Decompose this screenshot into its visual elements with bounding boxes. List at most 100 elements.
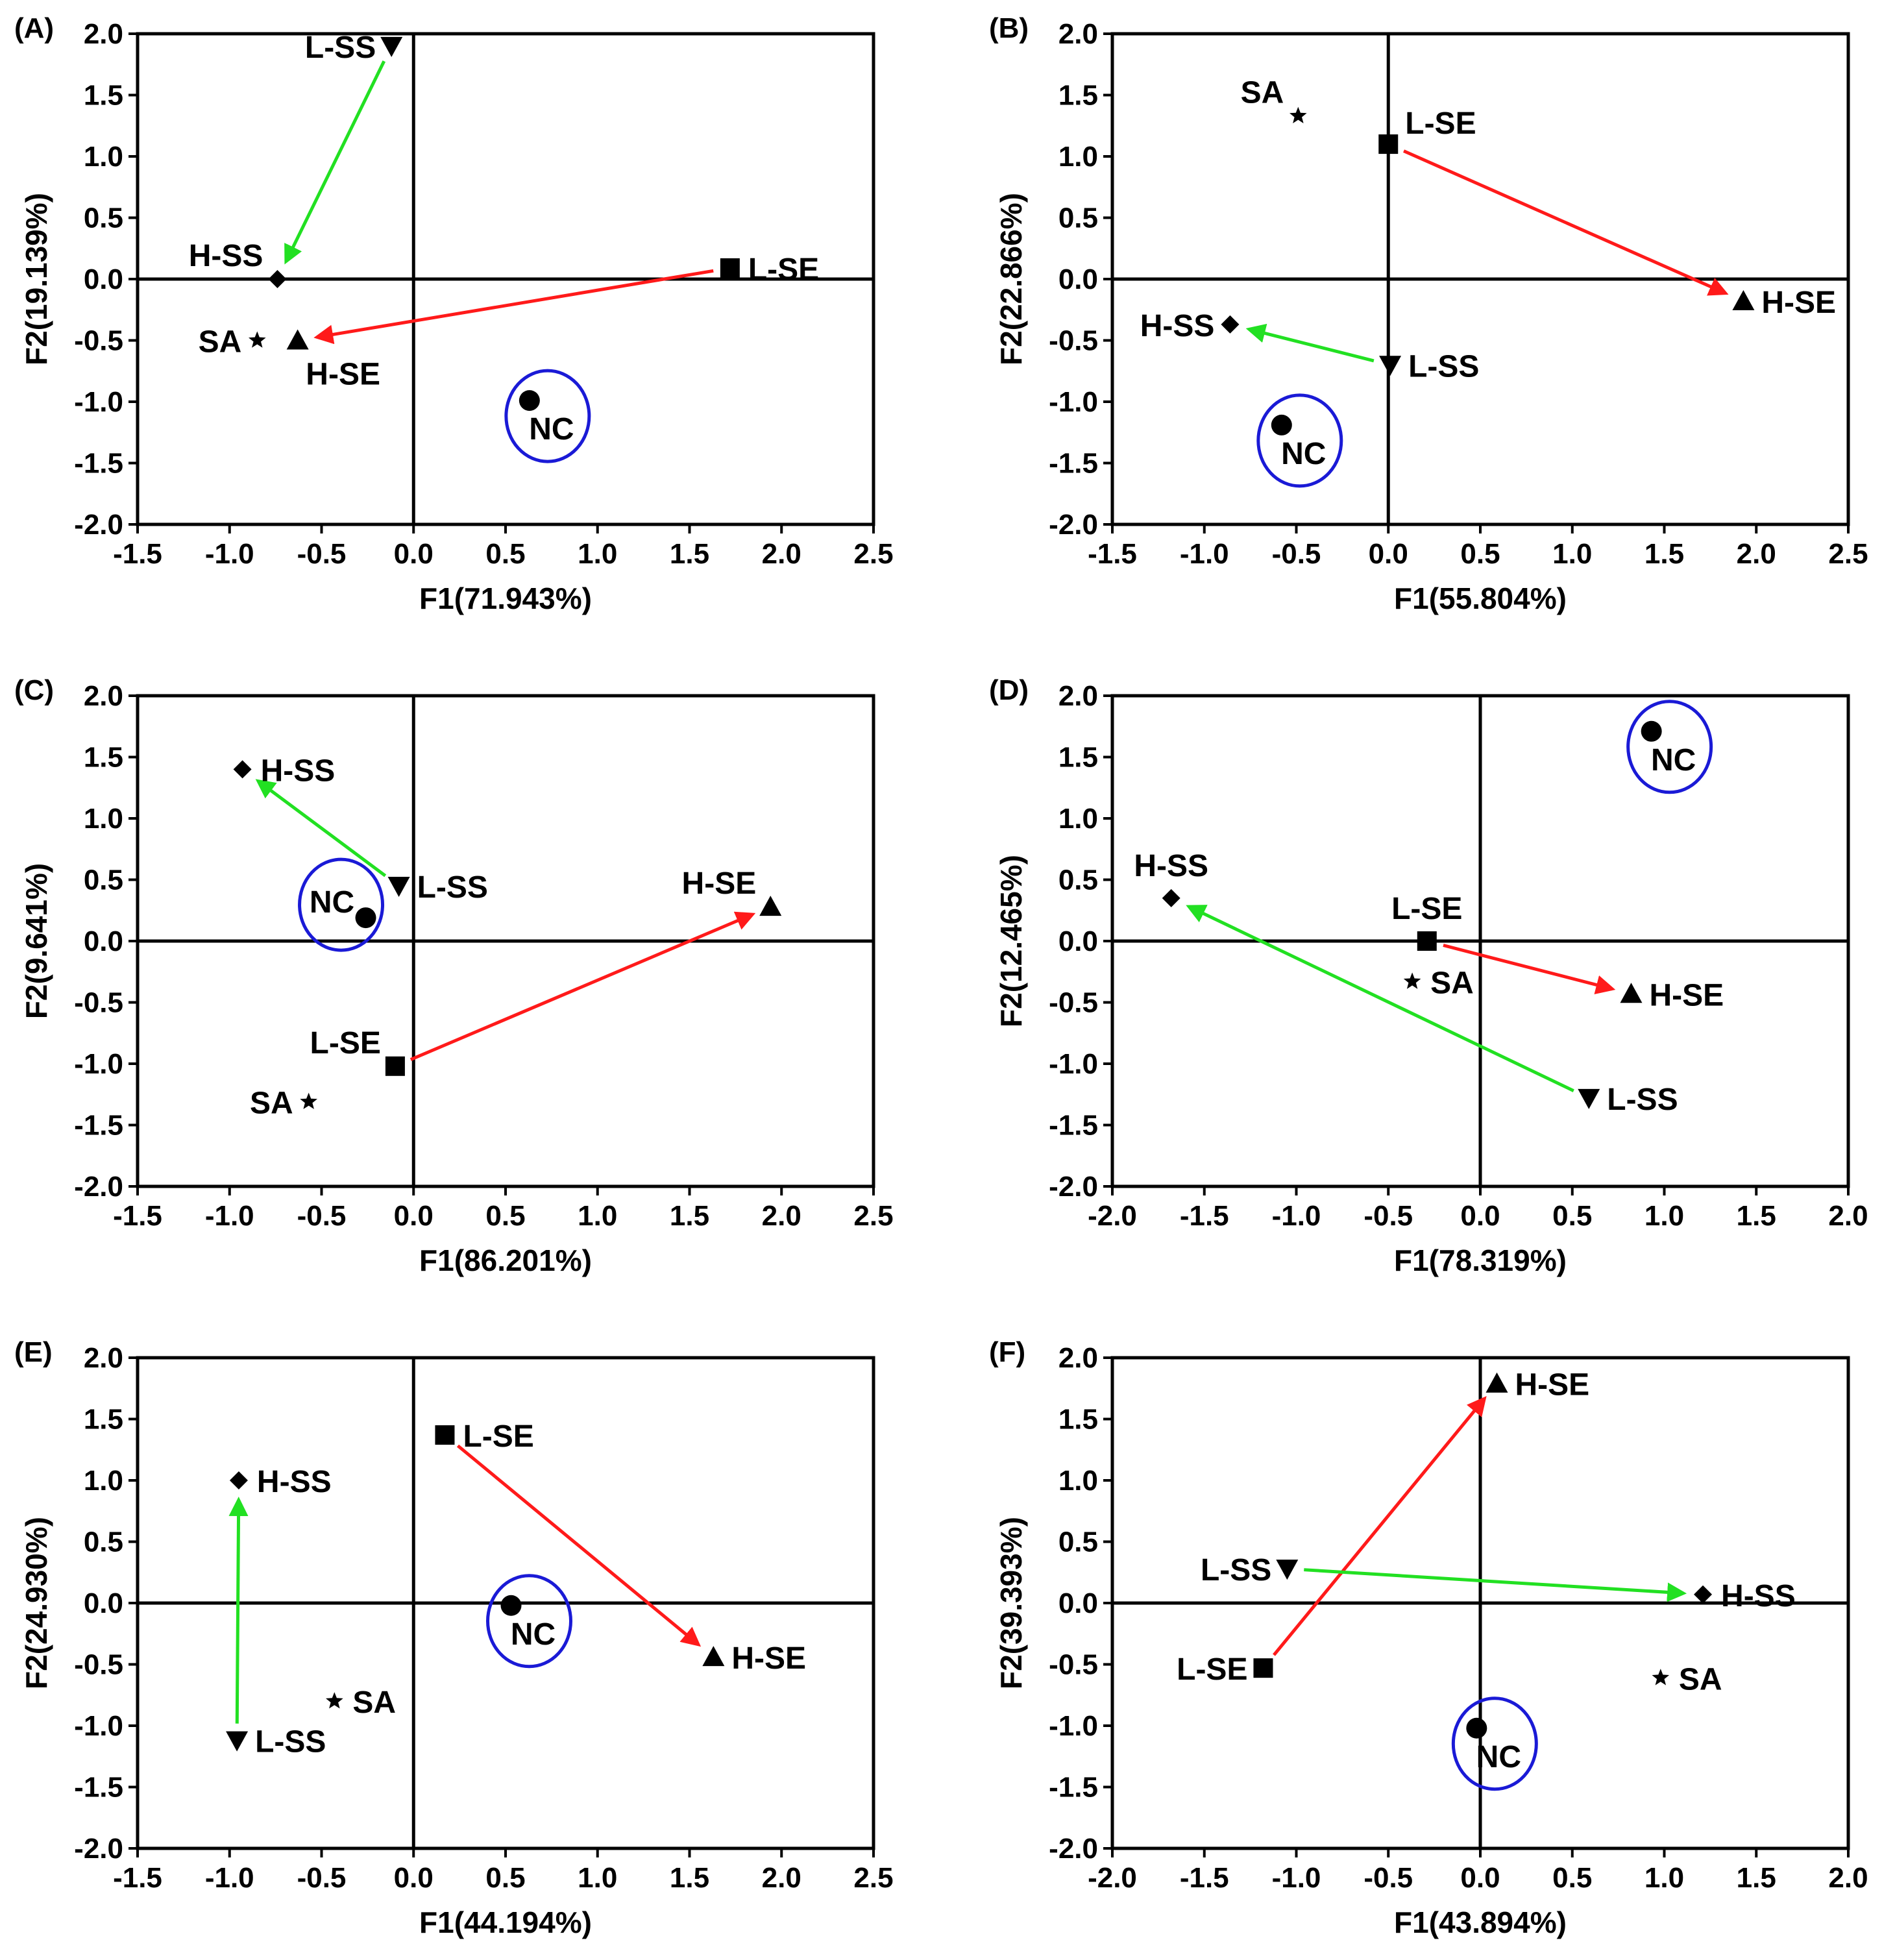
y-tick-label: -1.0 xyxy=(1049,386,1098,418)
point-h-se xyxy=(286,329,309,350)
point-h-ss xyxy=(1221,315,1240,334)
x-tick-label: -1.0 xyxy=(1272,1862,1321,1894)
y-axis-title: F2(22.866%) xyxy=(994,193,1028,365)
x-tick-label: -2.0 xyxy=(1088,1200,1137,1232)
arrow-l-ss-to-h-ss xyxy=(255,779,387,877)
point-h-se xyxy=(1620,983,1643,1003)
x-tick-label: 2.0 xyxy=(1737,538,1776,570)
x-tick-label: 0.0 xyxy=(1460,1862,1500,1894)
y-tick-label: 0.5 xyxy=(1058,864,1098,896)
point-h-se xyxy=(1732,290,1755,311)
point-label-nc: NC xyxy=(1476,1740,1521,1774)
point-l-se xyxy=(435,1425,455,1445)
y-tick-label: 1.5 xyxy=(84,742,123,774)
x-tick-label: 1.0 xyxy=(1644,1200,1684,1232)
y-axis-title: F2(39.393%) xyxy=(994,1517,1028,1689)
y-axis-title: F2(24.930%) xyxy=(19,1517,53,1689)
x-tick-label: 1.5 xyxy=(670,1200,709,1232)
y-axis-title: F2(9.641%) xyxy=(19,863,53,1019)
x-tick-label: -1.5 xyxy=(113,1862,162,1894)
point-label-l-se: L-SE xyxy=(1391,892,1462,926)
y-tick-label: -1.0 xyxy=(1049,1710,1098,1742)
y-tick-label: -0.5 xyxy=(74,987,123,1019)
point-label-h-ss: H-SS xyxy=(257,1465,332,1499)
y-tick-label: 0.0 xyxy=(1058,925,1098,957)
point-label-l-ss: L-SS xyxy=(305,31,376,65)
y-tick-label: -1.5 xyxy=(74,1772,123,1804)
panel-label: (E) xyxy=(14,1336,53,1368)
point-label-h-se: H-SE xyxy=(1515,1368,1590,1403)
x-tick-label: 1.0 xyxy=(578,1862,617,1894)
x-tick-label: 2.0 xyxy=(762,538,801,570)
point-label-h-ss: H-SS xyxy=(1721,1579,1796,1613)
point-sa xyxy=(1652,1669,1670,1685)
x-tick-label: 1.5 xyxy=(670,1862,709,1894)
x-tick-label: -1.5 xyxy=(113,1200,162,1232)
panel-label: (D) xyxy=(989,674,1029,706)
y-axis-title: F2(19.139%) xyxy=(19,193,53,365)
point-nc xyxy=(1466,1717,1487,1739)
y-tick-label: -0.5 xyxy=(1049,1649,1098,1681)
point-l-se xyxy=(1253,1658,1273,1678)
point-label-sa: SA xyxy=(1679,1662,1722,1697)
point-h-se xyxy=(1485,1372,1508,1393)
arrow-l-se-to-h-se xyxy=(456,1444,702,1647)
point-label-h-se: H-SE xyxy=(1761,286,1836,320)
x-tick-label: 1.5 xyxy=(1644,538,1684,570)
y-tick-label: -1.0 xyxy=(74,1048,123,1080)
point-label-l-se: L-SE xyxy=(1405,106,1476,141)
y-tick-label: -1.5 xyxy=(1049,1110,1098,1142)
x-tick-label: 1.0 xyxy=(578,538,617,570)
y-tick-label: 0.0 xyxy=(1058,263,1098,295)
point-label-l-se: L-SE xyxy=(463,1419,533,1454)
x-axis-title: F1(71.943%) xyxy=(419,582,592,615)
arrow-l-se-to-h-se xyxy=(1443,944,1616,995)
y-tick-label: -1.0 xyxy=(74,1710,123,1742)
panel-label: (B) xyxy=(989,12,1029,44)
point-label-sa: SA xyxy=(250,1086,293,1121)
y-tick-label: -1.0 xyxy=(1049,1048,1098,1080)
x-tick-label: 2.5 xyxy=(853,1862,893,1894)
x-tick-label: 0.5 xyxy=(1552,1862,1592,1894)
point-h-ss xyxy=(1694,1585,1713,1604)
x-tick-label: 1.0 xyxy=(578,1200,617,1232)
x-tick-label: -0.5 xyxy=(297,1862,347,1894)
point-nc xyxy=(355,907,376,929)
point-l-ss xyxy=(226,1731,249,1752)
y-tick-label: 1.5 xyxy=(1058,1404,1098,1436)
x-tick-label: -1.0 xyxy=(1180,538,1229,570)
point-l-se xyxy=(720,258,740,278)
point-label-sa: SA xyxy=(352,1685,396,1720)
point-label-nc: NC xyxy=(310,885,354,920)
y-tick-label: 1.0 xyxy=(1058,1465,1098,1497)
point-h-se xyxy=(759,896,782,916)
y-tick-label: 1.5 xyxy=(1058,742,1098,774)
point-h-ss xyxy=(233,760,252,779)
y-tick-label: 1.5 xyxy=(1058,80,1098,112)
point-label-h-ss: H-SS xyxy=(1140,309,1215,343)
x-tick-label: 2.5 xyxy=(1828,538,1868,570)
x-tick-label: 0.5 xyxy=(1552,1200,1592,1232)
y-tick-label: -1.5 xyxy=(74,1110,123,1142)
point-nc xyxy=(500,1595,522,1616)
point-sa xyxy=(300,1092,317,1109)
x-tick-label: 1.5 xyxy=(1737,1862,1776,1894)
y-tick-label: 2.0 xyxy=(84,680,123,712)
point-label-h-ss: H-SS xyxy=(261,753,336,788)
x-tick-label: -1.5 xyxy=(1088,538,1137,570)
y-tick-label: 1.0 xyxy=(84,141,123,173)
x-tick-label: 2.0 xyxy=(762,1862,801,1894)
point-label-l-ss: L-SS xyxy=(1607,1083,1678,1117)
x-tick-label: 1.0 xyxy=(1644,1862,1684,1894)
panel-e: -1.5 -1.0 -0.5 0.0 0.5 1.0 1.5 2.0 2.5-2.0-1.5-1… xyxy=(14,1336,894,1939)
panel-c: -1.5 -1.0 -0.5 0.0 0.5 1.0 1.5 2.0 2.5-2.0-1.5-1… xyxy=(14,674,894,1277)
point-sa xyxy=(326,1692,343,1709)
y-tick-label: -2.0 xyxy=(74,509,123,541)
nc-highlight-circle xyxy=(1451,1697,1538,1791)
point-label-sa: SA xyxy=(199,325,242,360)
panel-label: (C) xyxy=(14,674,54,706)
y-tick-label: -0.5 xyxy=(1049,987,1098,1019)
point-label-sa: SA xyxy=(1241,76,1284,110)
point-l-ss xyxy=(1379,356,1402,376)
